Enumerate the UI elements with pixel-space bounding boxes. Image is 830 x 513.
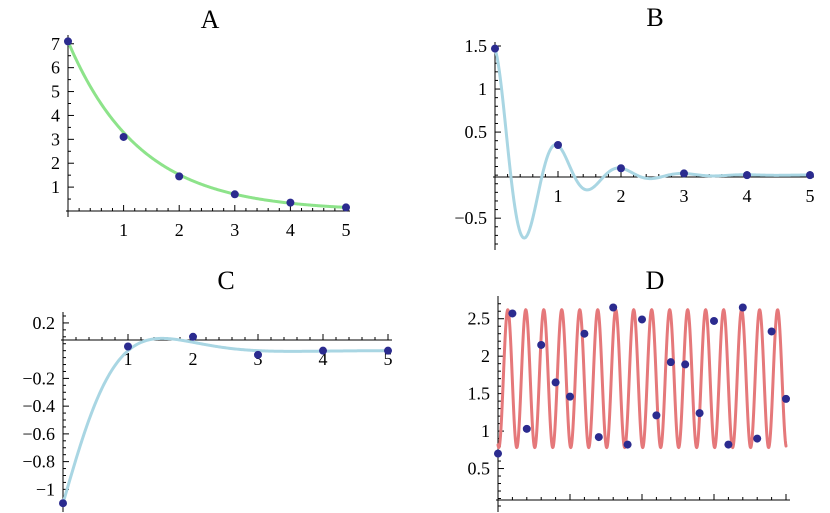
panel-d-data-point [580, 329, 589, 338]
panel-c-x-tick-label: 1 [124, 349, 133, 369]
panel-c-data-point [254, 350, 262, 359]
panel-b-y-tick-label: 0.5 [465, 122, 488, 142]
panel-a-y-tick-label: 5 [51, 82, 60, 102]
panel-d-y-tick-label: 2.5 [468, 309, 491, 329]
panel-a-x-tick-label: 3 [230, 220, 239, 240]
panel-d-data-point [551, 378, 560, 387]
panel-c-y-tick-label: −1 [36, 479, 55, 499]
panel-b-data-point [617, 164, 625, 173]
panel-d-data-point [782, 394, 790, 403]
panel-d-data-point [594, 433, 603, 442]
panel-c-x-tick-label: 4 [319, 349, 328, 369]
panel-c-x-tick-label: 5 [384, 349, 393, 369]
panel-d-y-tick-label: 1 [481, 421, 490, 441]
panel-a-fit-curve [66, 39, 348, 209]
panel-d-data-point [738, 303, 747, 312]
panel-c-y-tick-label: −0.2 [22, 368, 55, 388]
panel-a-x-tick-label: 5 [342, 220, 351, 240]
panel-a-y-tick-label: 4 [51, 105, 60, 125]
panel-b-y-tick-label: 1.5 [465, 36, 488, 56]
panel-c-y-tick-label: −0.4 [22, 396, 55, 416]
panel-a-y-tick-label: 7 [51, 34, 60, 54]
panel-a-data-point [175, 172, 184, 181]
panel-d-fit-curve [496, 308, 788, 450]
panel-a-y-tick-label: 6 [51, 58, 60, 78]
panel-c-data-point [189, 332, 197, 341]
panel-c-y-tick-label: −0.8 [22, 452, 55, 472]
panel-d-y-tick-label: 1.5 [468, 384, 491, 404]
panel-d-x-tick-label: 20 [777, 509, 795, 513]
panel-c-x-tick-label: 3 [254, 349, 263, 369]
panel-a-x-tick-label: 1 [119, 220, 128, 240]
panel-a-data-point [230, 190, 239, 199]
panel-b-data-point [743, 171, 751, 180]
panel-b-x-tick-label: 3 [680, 186, 689, 206]
panel-a-data-point [64, 37, 72, 46]
panel-c-data-point [319, 346, 327, 355]
panel-d-data-point [522, 424, 531, 433]
panel-a-data-point [286, 198, 295, 207]
panel-b-title: B [646, 3, 663, 32]
panel-a-y-tick-label: 2 [51, 153, 60, 173]
panel-d-data-point [724, 440, 733, 449]
panel-d-data-point [508, 309, 517, 318]
panel-d-data-point [537, 340, 546, 349]
panel-a: A 1 2 3 4 5 1 2 3 4 5 6 7 [51, 5, 351, 240]
panel-b-data-point [491, 44, 499, 53]
panel-c-data-point [384, 346, 392, 355]
panel-c-data-point [59, 499, 67, 508]
panel-c: C 1 2 3 4 5 −1 −0.8 −0.6 −0.4 −0.2 0.2 [22, 266, 393, 512]
panel-d-data-point [666, 358, 675, 367]
panel-b-data-point [806, 171, 814, 180]
panel-d-x-tick-label: 10 [633, 509, 651, 513]
panel-b-x-tick-label: 1 [554, 186, 563, 206]
panel-d-data-point [638, 315, 646, 324]
panel-d-y-tick-label: 0.5 [468, 459, 491, 479]
panel-d: D 5 10 15 20 0.5 1 1.5 2 2.5 [468, 266, 796, 513]
panel-d-data-point [681, 360, 690, 369]
panel-c-data-point [124, 342, 132, 351]
panel-d-x-tick-label: 15 [705, 509, 723, 513]
panel-c-x-tick-label: 2 [189, 349, 198, 369]
panel-a-data-point [119, 132, 128, 141]
panel-d-data-point [652, 411, 661, 420]
panel-d-data-point [609, 303, 618, 312]
panel-c-title: C [217, 266, 234, 295]
panel-a-x-tick-label: 4 [286, 220, 295, 240]
panel-b-x-tick-label: 5 [806, 186, 815, 206]
panel-d-y-tick-label: 2 [481, 346, 490, 366]
panel-b: B 1 2 3 4 5 −0.5 0.5 1 1.5 [454, 3, 815, 250]
panel-d-data-point [753, 434, 762, 443]
panel-d-title: D [646, 266, 665, 295]
panel-d-data-point [566, 392, 574, 401]
panel-d-data-point [494, 449, 502, 458]
panel-b-y-tick-label: 1 [478, 79, 487, 99]
panel-a-title: A [201, 5, 220, 34]
panel-a-y-tick-label: 3 [51, 129, 60, 149]
panel-d-data-point [623, 440, 632, 449]
panel-a-x-tick-label: 2 [175, 220, 184, 240]
panel-c-fit-curve [61, 336, 390, 505]
panel-b-y-tick-label: −0.5 [454, 208, 487, 228]
panel-b-x-tick-label: 2 [617, 186, 626, 206]
panel-d-data-point [695, 409, 704, 418]
panel-a-data-point [342, 203, 350, 212]
panel-b-data-point [680, 169, 688, 178]
panel-c-y-tick-label: 0.2 [33, 313, 56, 333]
panel-d-data-point [710, 316, 718, 325]
panel-b-data-point [554, 141, 562, 149]
panel-d-data-point [767, 327, 776, 336]
panel-c-y-tick-label: −0.6 [22, 424, 55, 444]
panel-b-fit-curve [493, 47, 812, 240]
panel-a-y-tick-label: 1 [51, 177, 60, 197]
panel-d-x-tick-label: 5 [566, 509, 575, 513]
panel-b-x-tick-label: 4 [743, 186, 752, 206]
